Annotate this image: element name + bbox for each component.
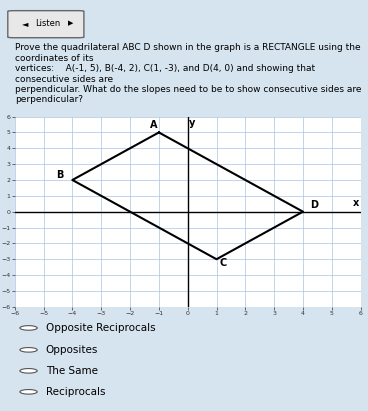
Text: A: A [150,120,158,130]
Text: Reciprocals: Reciprocals [46,387,105,397]
Circle shape [20,326,37,330]
Text: C: C [219,259,227,268]
Text: ▶: ▶ [68,21,74,26]
Text: The Same: The Same [46,366,98,376]
Text: B: B [57,171,64,180]
Text: Opposite Reciprocals: Opposite Reciprocals [46,323,155,333]
Text: ◄: ◄ [22,19,28,28]
Text: Opposites: Opposites [46,345,98,355]
Text: D: D [310,200,318,210]
Text: y: y [189,118,195,128]
Text: x: x [353,198,359,208]
Text: Listen: Listen [35,19,61,28]
Text: Prove the quadrilateral ABC D shown in the graph is a RECTANGLE using the coordi: Prove the quadrilateral ABC D shown in t… [15,44,361,104]
Circle shape [20,369,37,373]
Circle shape [20,390,37,394]
FancyBboxPatch shape [8,11,84,38]
Circle shape [20,348,37,352]
